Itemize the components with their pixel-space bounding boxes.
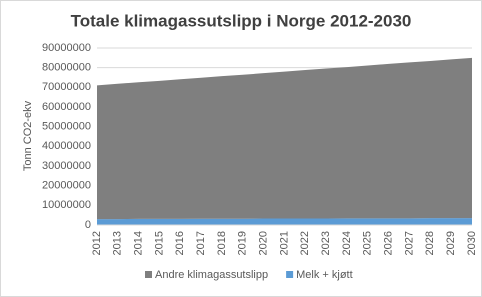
legend-label: Andre klimagassutslipp: [155, 269, 268, 281]
x-tick-label: 2013: [112, 231, 124, 255]
y-tick-label: 60000000: [42, 101, 91, 113]
x-tick-label: 2023: [320, 231, 332, 255]
area: [97, 218, 472, 225]
x-tick-label: 2018: [216, 231, 228, 255]
x-tick-label: 2019: [237, 231, 249, 255]
y-tick-label: 0: [85, 219, 91, 231]
y-tick-label: 20000000: [42, 180, 91, 192]
y-axis-label: Tonn CO2-ekv: [22, 100, 34, 171]
legend-swatch: [145, 271, 152, 278]
x-tick-label: 2030: [466, 231, 478, 255]
y-tick-label: 80000000: [42, 62, 91, 74]
x-tick-label: 2016: [174, 231, 186, 255]
area: [97, 57, 472, 220]
x-tick-label: 2027: [403, 231, 415, 255]
y-tick-label: 70000000: [42, 81, 91, 93]
x-tick-label: 2014: [133, 231, 145, 255]
legend-label: Melk + kjøtt: [296, 269, 353, 281]
chart-title: Totale klimagassutslipp i Norge 2012-203…: [71, 11, 412, 30]
x-tick-label: 2026: [383, 231, 395, 255]
y-tick-label: 40000000: [42, 140, 91, 152]
x-tick-label: 2028: [424, 231, 436, 255]
x-tick-label: 2029: [445, 231, 457, 255]
y-tick-label: 10000000: [42, 199, 91, 211]
x-tick-label: 2025: [362, 231, 374, 255]
x-tick-label: 2020: [258, 231, 270, 255]
x-tick-label: 2017: [195, 231, 207, 255]
y-tick-label: 90000000: [42, 42, 91, 54]
x-tick-label: 2024: [341, 231, 353, 255]
x-tick-label: 2015: [153, 231, 165, 255]
x-tick-label: 2021: [278, 231, 290, 255]
x-tick-label: 2012: [91, 231, 103, 255]
x-tick-label: 2022: [299, 231, 311, 255]
legend-swatch: [286, 271, 294, 278]
y-tick-label: 50000000: [42, 121, 91, 133]
y-tick-label: 30000000: [42, 160, 91, 172]
